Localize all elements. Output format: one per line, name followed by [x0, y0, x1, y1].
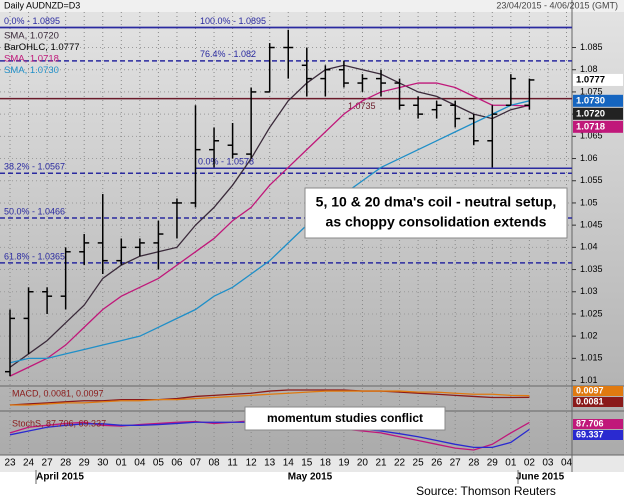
level-label: 50.0% - 1.0466 [4, 206, 65, 216]
macd-tag [573, 397, 623, 407]
y-tick-label: 1.01 [580, 375, 598, 385]
x-tick-label: 19 [338, 458, 350, 469]
level-label: 61.8% - 1.0365 [4, 251, 65, 261]
sma-line [9, 100, 530, 364]
x-tick-label: 07 [190, 458, 202, 469]
x-tick-label: 13 [264, 458, 276, 469]
y-tick-label: 1.025 [580, 308, 603, 318]
level-label: 1.0735 [348, 101, 376, 111]
header-right: 23/04/2015 - 4/06/2015 (GMT) [496, 0, 618, 10]
annotation-text: 5, 10 & 20 dma's coil - neutral setup, [316, 194, 557, 210]
y-tick-label: 1.035 [580, 264, 603, 274]
y-tick-label: 1.065 [580, 131, 603, 141]
price-tag [573, 107, 623, 120]
x-tick-label: 05 [153, 458, 165, 469]
x-tick-label: 18 [320, 458, 332, 469]
x-tick-label: 27 [450, 458, 462, 469]
x-tick-label: 15 [301, 458, 313, 469]
sma-line [9, 82, 530, 377]
price-tag-label: 1.0718 [576, 121, 605, 132]
level-label: 0.0% - 1.0895 [4, 16, 60, 26]
legend-entry: SMA, 1.0718 [4, 54, 59, 65]
legend-entry: SMA, 1.0720 [4, 31, 59, 42]
level-label: 38.2% - 1.0567 [4, 162, 65, 172]
header-bar [0, 0, 624, 12]
x-tick-label: 23 [4, 458, 16, 469]
y-tick-label: 1.08 [580, 64, 598, 74]
macd-line [10, 390, 530, 406]
x-tick-label: 27 [42, 458, 54, 469]
x-tick-label: 11 [227, 458, 238, 469]
x-tick-label: 26 [431, 458, 443, 469]
macd-tag [573, 386, 623, 396]
x-tick-label: 20 [357, 458, 369, 469]
macd-label: MACD, 0.0081, 0.0097 [12, 388, 104, 398]
price-tag [573, 94, 623, 107]
level-label: 76.4% - 1.082 [200, 49, 256, 59]
price-tag-label: 1.0777 [576, 74, 605, 85]
stoch-tag [573, 430, 623, 440]
y-tick-label: 1.085 [580, 42, 603, 52]
x-tick-label: 12 [246, 458, 258, 469]
x-tick-label: 03 [542, 458, 554, 469]
y-tick-label: 1.055 [580, 175, 603, 185]
price-tag [573, 120, 623, 133]
x-tick-label: 29 [487, 458, 499, 469]
y-tick-label: 1.045 [580, 220, 603, 230]
y-tick-label: 1.04 [580, 242, 598, 252]
stoch-label: StochS, 87.706, 69.337 [12, 418, 106, 428]
x-tick-label: 08 [208, 458, 220, 469]
x-tick-label: 24 [23, 458, 35, 469]
price-tag-label: 1.0720 [576, 108, 605, 119]
sma-line [9, 64, 530, 368]
x-tick-label: 28 [468, 458, 480, 469]
month-label: April 2015 [36, 472, 84, 483]
level-label: 0.0% - 1.0578 [198, 157, 254, 167]
price-tag [573, 73, 623, 86]
macd-tag-label: 0.0097 [576, 385, 604, 395]
x-tick-label: 21 [375, 458, 387, 469]
price-tag-label: 1.0730 [576, 95, 605, 106]
macd-tag-label: 0.0081 [576, 396, 604, 406]
x-tick-label: 04 [561, 458, 573, 469]
stoch-tag [573, 419, 623, 429]
stoch-annotation-box [244, 406, 446, 431]
macd-line [9, 389, 530, 406]
x-tick-label: 02 [524, 458, 536, 469]
level-label: 100.0% - 1.0895 [200, 16, 266, 26]
x-tick-label: 25 [413, 458, 425, 469]
stoch-annotation: momentum studies conflict [267, 411, 423, 425]
x-tick-label: 06 [171, 458, 183, 469]
x-tick-label: 01 [116, 458, 128, 469]
legend-entry: BarOHLC, 1.0777 [4, 42, 80, 53]
y-tick-label: 1.075 [580, 86, 603, 96]
x-tick-label: 14 [283, 458, 295, 469]
y-tick-label: 1.06 [580, 153, 598, 163]
y-tick-label: 1.015 [580, 353, 603, 363]
x-tick-label: 22 [394, 458, 406, 469]
month-label: June 2015 [516, 472, 565, 483]
annotation-text: as choppy consolidation extends [326, 214, 547, 230]
stoch-tag-label: 69.337 [576, 429, 604, 439]
x-tick-label: 28 [60, 458, 72, 469]
header-left: Daily AUDNZD=D3 [4, 0, 80, 10]
x-tick-label: 30 [97, 458, 109, 469]
x-tick-label: 01 [505, 458, 517, 469]
y-tick-label: 1.02 [580, 331, 598, 341]
stoch-tag-label: 87.706 [576, 418, 604, 428]
annotation-box [304, 187, 568, 239]
x-tick-label: 04 [134, 458, 146, 469]
y-tick-label: 1.05 [580, 197, 598, 207]
source: Source: Thomson Reuters [416, 484, 556, 498]
legend-entry: SMA, 1.0730 [4, 65, 59, 76]
y-tick-label: 1.03 [580, 286, 598, 296]
x-tick-label: 29 [79, 458, 91, 469]
date-axis [0, 455, 624, 472]
month-label: May 2015 [288, 472, 333, 483]
